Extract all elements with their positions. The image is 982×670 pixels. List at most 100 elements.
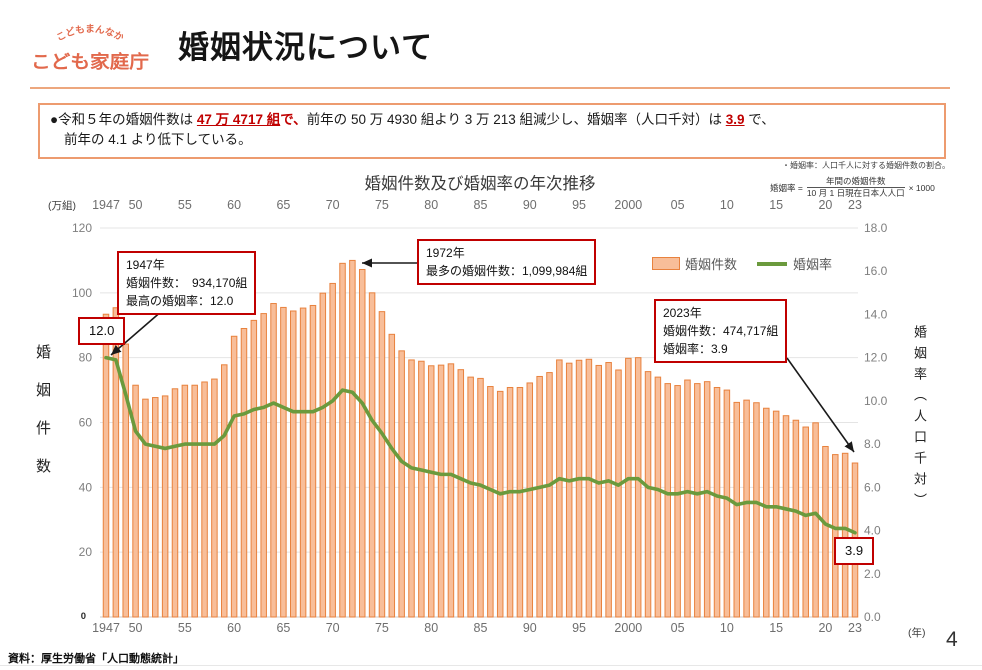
- svg-text:14.0: 14.0: [864, 307, 888, 321]
- svg-text:2000: 2000: [614, 198, 642, 212]
- page-title: 婚姻状況について: [178, 30, 434, 65]
- svg-text:(年): (年): [908, 626, 926, 639]
- kodomo-katei-agency-logo: こどもまんなか こども家庭庁: [24, 12, 156, 80]
- annotation-rate-1947: 12.0: [78, 317, 126, 345]
- svg-text:10: 10: [720, 198, 734, 212]
- svg-text:80: 80: [79, 351, 93, 365]
- slide-bottom-edge: [0, 665, 982, 666]
- svg-text:40: 40: [79, 480, 93, 494]
- logo-graphic: こどもまんなか こども家庭庁: [31, 23, 149, 72]
- formula-denominator: 10 月 1 日現在日本人人口: [806, 187, 905, 199]
- summary-box: ●令和５年の婚姻件数は 47 万 4717 組で、前年の 50 万 4930 組…: [38, 103, 946, 159]
- svg-text:50: 50: [129, 198, 143, 212]
- annotation-line: 婚姻件数：474,717組: [663, 324, 779, 338]
- svg-text:15: 15: [769, 621, 783, 635]
- svg-text:20: 20: [79, 545, 93, 559]
- formula-lhs: 婚姻率 =: [770, 182, 803, 193]
- svg-text:85: 85: [474, 621, 488, 635]
- svg-text:2.0: 2.0: [864, 567, 881, 581]
- annotation-line: 1972年: [426, 246, 465, 260]
- svg-text:60: 60: [227, 198, 241, 212]
- svg-text:80: 80: [424, 621, 438, 635]
- annotation-line: 婚姻率：3.9: [663, 342, 728, 356]
- annotation-box-1947: 1947年 婚姻件数： 934,170組 最高の婚姻率：12.0: [117, 251, 257, 315]
- svg-text:100: 100: [72, 286, 92, 300]
- svg-text:60: 60: [227, 621, 241, 635]
- chart-legend: 婚姻件数 婚姻率: [652, 254, 832, 273]
- rate-line-series: [104, 355, 857, 535]
- bar-legend-label: 婚姻件数: [685, 257, 738, 272]
- logo-main-text: こども家庭庁: [31, 51, 149, 72]
- svg-text:05: 05: [671, 621, 685, 635]
- svg-text:95: 95: [572, 621, 586, 635]
- svg-text:(万組): (万組): [48, 199, 76, 212]
- annotation-line: 婚姻件数： 934,170組: [126, 276, 248, 290]
- svg-text:23: 23: [848, 621, 862, 635]
- source-note: 資料：厚生労働省「人口動態統計」: [8, 653, 184, 665]
- page-number: 4: [946, 628, 958, 651]
- marriage-rate-note: ・婚姻率：人口千人に対する婚姻件数の割合。: [782, 161, 950, 170]
- formula-fraction: 年間の婚姻件数 10 月 1 日現在日本人人口: [806, 176, 905, 200]
- svg-text:0: 0: [81, 611, 86, 622]
- annotation-arrows: [110, 258, 855, 453]
- svg-text:55: 55: [178, 621, 192, 635]
- svg-text:65: 65: [276, 198, 290, 212]
- svg-text:90: 90: [523, 621, 537, 635]
- line-legend-swatch: [757, 261, 788, 266]
- svg-text:65: 65: [276, 621, 290, 635]
- svg-text:50: 50: [129, 621, 143, 635]
- svg-text:0.0: 0.0: [864, 610, 881, 624]
- svg-text:6.0: 6.0: [864, 480, 881, 494]
- svg-text:1947: 1947: [92, 198, 120, 212]
- svg-text:120: 120: [72, 221, 92, 235]
- annotation-rate-2023: 3.9: [834, 537, 875, 565]
- left-axis-title: 婚姻件数: [34, 344, 51, 496]
- svg-text:こどもまんなか: こどもまんなか: [55, 23, 126, 44]
- svg-text:85: 85: [474, 198, 488, 212]
- svg-text:75: 75: [375, 198, 389, 212]
- svg-text:18.0: 18.0: [864, 221, 888, 235]
- svg-text:75: 75: [375, 621, 389, 635]
- logo-arc-text: こどもまんなか: [55, 23, 126, 44]
- arrow-1947: [110, 309, 164, 356]
- formula-numerator: 年間の婚姻件数: [825, 176, 886, 186]
- right-axis-title: 婚姻率（人口千対）: [912, 325, 927, 514]
- svg-text:80: 80: [424, 198, 438, 212]
- annotation-line: 1947年: [126, 258, 165, 272]
- svg-text:10.0: 10.0: [864, 394, 888, 408]
- svg-text:20: 20: [818, 621, 832, 635]
- svg-text:12.0: 12.0: [864, 351, 888, 365]
- svg-text:70: 70: [326, 621, 340, 635]
- svg-text:23: 23: [848, 198, 862, 212]
- chart-title: 婚姻件数及び婚姻率の年次推移: [364, 175, 596, 193]
- annotation-box-1972: 1972年 最多の婚姻件数：1,099,984組: [417, 239, 597, 285]
- svg-text:4.0: 4.0: [864, 524, 881, 538]
- marriage-rate-formula: 婚姻率 = 年間の婚姻件数 10 月 1 日現在日本人人口 × 1000: [770, 176, 935, 200]
- svg-text:60: 60: [79, 416, 93, 430]
- annotation-line: 2023年: [663, 306, 702, 320]
- summary-text: ●令和５年の婚姻件数は 47 万 4717 組で、前年の 50 万 4930 組…: [50, 112, 775, 148]
- svg-text:15: 15: [769, 198, 783, 212]
- bars-series: [102, 259, 859, 618]
- svg-text:70: 70: [326, 198, 340, 212]
- annotation-line: 最高の婚姻率：12.0: [126, 294, 234, 308]
- svg-text:95: 95: [572, 198, 586, 212]
- header-divider: [30, 87, 950, 89]
- axis-labels: 1947 1947 50 50 55 55 60 60 65 65 70 70 75 75 80 80 85 85…: [48, 198, 926, 639]
- annotation-line: 最多の婚姻件数：1,099,984組: [426, 264, 588, 278]
- annotation-box-2023: 2023年 婚姻件数：474,717組 婚姻率：3.9: [654, 299, 788, 363]
- svg-text:90: 90: [523, 198, 537, 212]
- arrow-2023: [786, 357, 855, 453]
- svg-text:10: 10: [720, 621, 734, 635]
- svg-text:55: 55: [178, 198, 192, 212]
- svg-text:20: 20: [818, 198, 832, 212]
- marriage-chart-svg: 1947 1947 50 50 55 55 60 60 65 65 70 70 75 75 80 80 85 85…: [48, 198, 926, 639]
- line-legend-label: 婚姻率: [793, 257, 833, 272]
- svg-text:2000: 2000: [614, 621, 642, 635]
- formula-multiplier: × 1000: [908, 182, 935, 193]
- svg-text:8.0: 8.0: [864, 437, 881, 451]
- svg-text:1947: 1947: [92, 621, 120, 635]
- svg-text:16.0: 16.0: [864, 264, 888, 278]
- svg-text:05: 05: [671, 198, 685, 212]
